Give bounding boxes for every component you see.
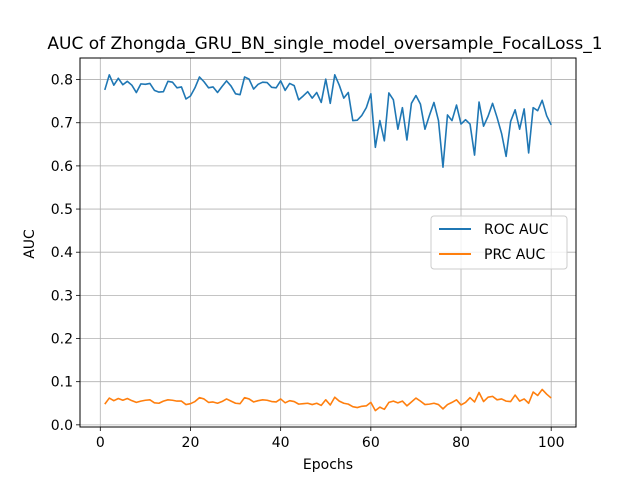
series-line-roc-auc (104, 74, 552, 168)
x-tick-label: 20 (182, 435, 200, 451)
legend: ROC AUC PRC AUC (430, 215, 568, 270)
y-tick-label: 0.8 (51, 73, 73, 89)
legend-label-prc-auc: PRC AUC (484, 247, 546, 263)
y-axis-label: AUC (22, 229, 38, 259)
series-line-prc-auc (104, 388, 552, 412)
x-tick-label: 80 (452, 435, 470, 451)
legend-label-roc-auc: ROC AUC (484, 222, 549, 238)
x-axis-label: Epochs (303, 457, 353, 473)
y-tick-label: 0.3 (51, 288, 73, 304)
y-tick-label: 0.1 (51, 375, 73, 391)
plot-frame (79, 57, 577, 428)
x-tick-label: 0 (96, 435, 105, 451)
chart-title: AUC of Zhongda_GRU_BN_single_model_overs… (47, 34, 602, 54)
y-tick-label: 0.2 (51, 332, 73, 348)
y-tick-label: 0.7 (51, 116, 73, 132)
x-tick-label: 40 (272, 435, 290, 451)
series-lines (104, 74, 552, 412)
y-tick-label: 0.4 (51, 245, 73, 261)
y-tick-label: 0.6 (51, 159, 73, 175)
y-tick-label: 0.5 (51, 202, 73, 218)
x-tick-label: 60 (362, 435, 380, 451)
x-tick-label: 100 (538, 435, 565, 451)
axis-ticks: 0 20 40 60 80 100 0.0 0.1 0.2 0.3 0.4 0.5 0.6 0.7 0.8 (51, 73, 565, 451)
y-tick-label: 0.0 (51, 418, 73, 434)
